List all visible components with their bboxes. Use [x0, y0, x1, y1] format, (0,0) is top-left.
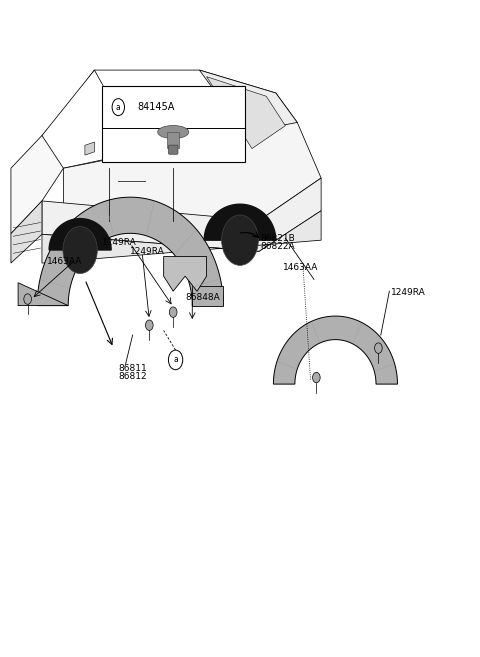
- Polygon shape: [63, 122, 321, 221]
- Text: 1249RA: 1249RA: [391, 288, 426, 297]
- Polygon shape: [42, 211, 321, 263]
- Circle shape: [374, 343, 382, 353]
- Circle shape: [145, 320, 153, 330]
- Polygon shape: [274, 316, 397, 384]
- Polygon shape: [42, 178, 321, 251]
- Circle shape: [63, 227, 97, 273]
- Text: a: a: [116, 102, 120, 112]
- Text: 1463AA: 1463AA: [47, 258, 82, 266]
- Polygon shape: [11, 201, 42, 263]
- Text: 86812: 86812: [118, 372, 147, 381]
- Text: 1249RA: 1249RA: [102, 238, 136, 246]
- Bar: [168, 132, 179, 148]
- Polygon shape: [199, 70, 297, 152]
- FancyBboxPatch shape: [168, 145, 178, 154]
- Circle shape: [312, 373, 320, 383]
- Polygon shape: [164, 256, 206, 291]
- Circle shape: [24, 294, 32, 304]
- Text: 1463AA: 1463AA: [283, 263, 318, 272]
- Polygon shape: [63, 70, 297, 152]
- Text: 1249RA: 1249RA: [130, 247, 165, 256]
- Circle shape: [168, 350, 183, 370]
- Polygon shape: [42, 70, 140, 168]
- Polygon shape: [63, 70, 95, 168]
- Circle shape: [169, 307, 177, 317]
- Polygon shape: [37, 197, 223, 306]
- Text: 86811: 86811: [118, 364, 147, 373]
- Text: a: a: [173, 355, 178, 365]
- Text: 86848A: 86848A: [185, 293, 220, 302]
- Polygon shape: [192, 286, 223, 306]
- Bar: [102, 87, 245, 162]
- Polygon shape: [206, 77, 285, 148]
- Polygon shape: [49, 219, 111, 250]
- Polygon shape: [85, 142, 95, 155]
- Polygon shape: [18, 283, 68, 306]
- Circle shape: [112, 99, 124, 116]
- Text: 84145A: 84145A: [137, 102, 175, 112]
- Text: 86822A: 86822A: [261, 242, 295, 251]
- Circle shape: [222, 215, 258, 265]
- Polygon shape: [204, 204, 276, 240]
- Polygon shape: [11, 112, 63, 234]
- Ellipse shape: [157, 125, 189, 139]
- Text: 86821B: 86821B: [261, 235, 295, 243]
